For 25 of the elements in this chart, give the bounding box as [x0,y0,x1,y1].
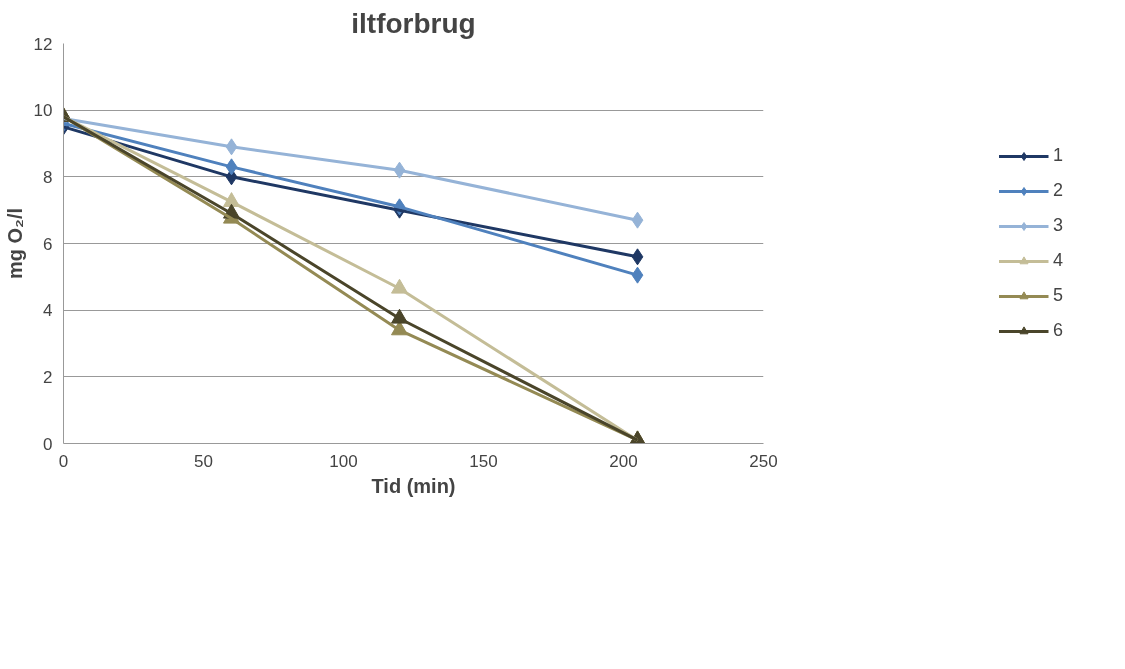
x-tick-label: 250 [749,451,778,471]
point [631,266,644,284]
x-tick-label: 50 [194,451,213,471]
y-tick-label: 2 [43,367,53,387]
point [631,211,644,229]
x-axis-title: Tid (min) [371,474,456,497]
x-tick-label: 150 [469,451,498,471]
y-tick-label: 10 [33,101,53,121]
y-tick-label: 0 [43,434,53,454]
legend-label: 5 [1053,285,1064,306]
y-tick-label: 12 [33,34,53,54]
y-tick-label: 8 [43,167,53,187]
y-tick-label: 6 [43,234,53,254]
legend-label: 2 [1053,180,1064,201]
legend-label: 3 [1053,215,1064,236]
y-axis-title: mg O₂/l [3,207,26,280]
x-tick-label: 200 [609,451,638,471]
legend-label: 6 [1053,320,1064,341]
x-tick-label: 100 [329,451,358,471]
x-tick-label: 0 [58,451,69,471]
y-tick-label: 4 [43,301,53,321]
legend-label: 4 [1053,250,1064,271]
legend-label: 1 [1053,145,1064,166]
point [631,248,644,266]
chart-title: iltforbrug [351,7,476,39]
